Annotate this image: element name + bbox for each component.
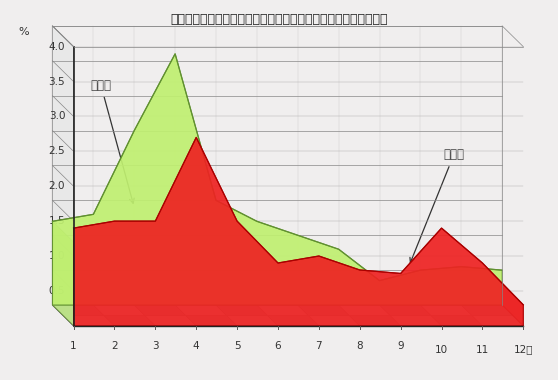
Polygon shape — [74, 138, 523, 326]
Polygon shape — [52, 54, 502, 305]
Polygon shape — [502, 284, 523, 326]
Polygon shape — [134, 305, 186, 315]
Polygon shape — [63, 315, 114, 326]
Text: 12月: 12月 — [513, 345, 533, 355]
Polygon shape — [461, 305, 513, 315]
Text: 7: 7 — [316, 341, 322, 351]
Polygon shape — [145, 315, 196, 326]
Text: 6: 6 — [275, 341, 281, 351]
Text: 2.5: 2.5 — [49, 146, 65, 156]
Text: 図２４　労働異動率の月別の推移（調査産業計）（３０人以上）: 図２４ 労働異動率の月別の推移（調査産業計）（３０人以上） — [170, 13, 388, 26]
Polygon shape — [52, 26, 74, 326]
Text: 1: 1 — [70, 341, 77, 351]
Text: 3.0: 3.0 — [49, 111, 65, 122]
Text: 0.5: 0.5 — [49, 286, 65, 296]
Polygon shape — [175, 305, 227, 315]
Polygon shape — [420, 305, 472, 315]
Polygon shape — [379, 305, 431, 315]
Text: 2: 2 — [111, 341, 118, 351]
Polygon shape — [309, 315, 360, 326]
Polygon shape — [267, 315, 319, 326]
Text: 10: 10 — [435, 345, 448, 355]
Text: 1.5: 1.5 — [49, 216, 65, 226]
Text: 3.5: 3.5 — [49, 76, 65, 87]
Text: 11: 11 — [476, 345, 489, 355]
Polygon shape — [52, 305, 104, 315]
Text: 4: 4 — [193, 341, 200, 351]
Polygon shape — [349, 315, 401, 326]
Text: 4.0: 4.0 — [49, 42, 65, 52]
Polygon shape — [216, 305, 267, 315]
Text: 8: 8 — [357, 341, 363, 351]
Polygon shape — [104, 315, 155, 326]
Text: 入職率: 入職率 — [90, 79, 134, 203]
Text: 2.0: 2.0 — [49, 181, 65, 191]
Polygon shape — [186, 315, 237, 326]
Polygon shape — [472, 315, 523, 326]
Polygon shape — [93, 305, 145, 315]
Text: %: % — [18, 27, 29, 36]
Polygon shape — [390, 315, 441, 326]
Text: 離職率: 離職率 — [410, 148, 464, 263]
Text: 1.0: 1.0 — [49, 251, 65, 261]
Polygon shape — [298, 305, 349, 315]
Polygon shape — [431, 315, 483, 326]
Text: 3: 3 — [152, 341, 158, 351]
Polygon shape — [227, 315, 278, 326]
Polygon shape — [513, 315, 523, 326]
Text: 5: 5 — [234, 341, 240, 351]
Polygon shape — [257, 305, 309, 315]
Polygon shape — [339, 305, 390, 315]
Polygon shape — [52, 221, 74, 326]
Text: 9: 9 — [397, 341, 404, 351]
Polygon shape — [502, 305, 513, 315]
